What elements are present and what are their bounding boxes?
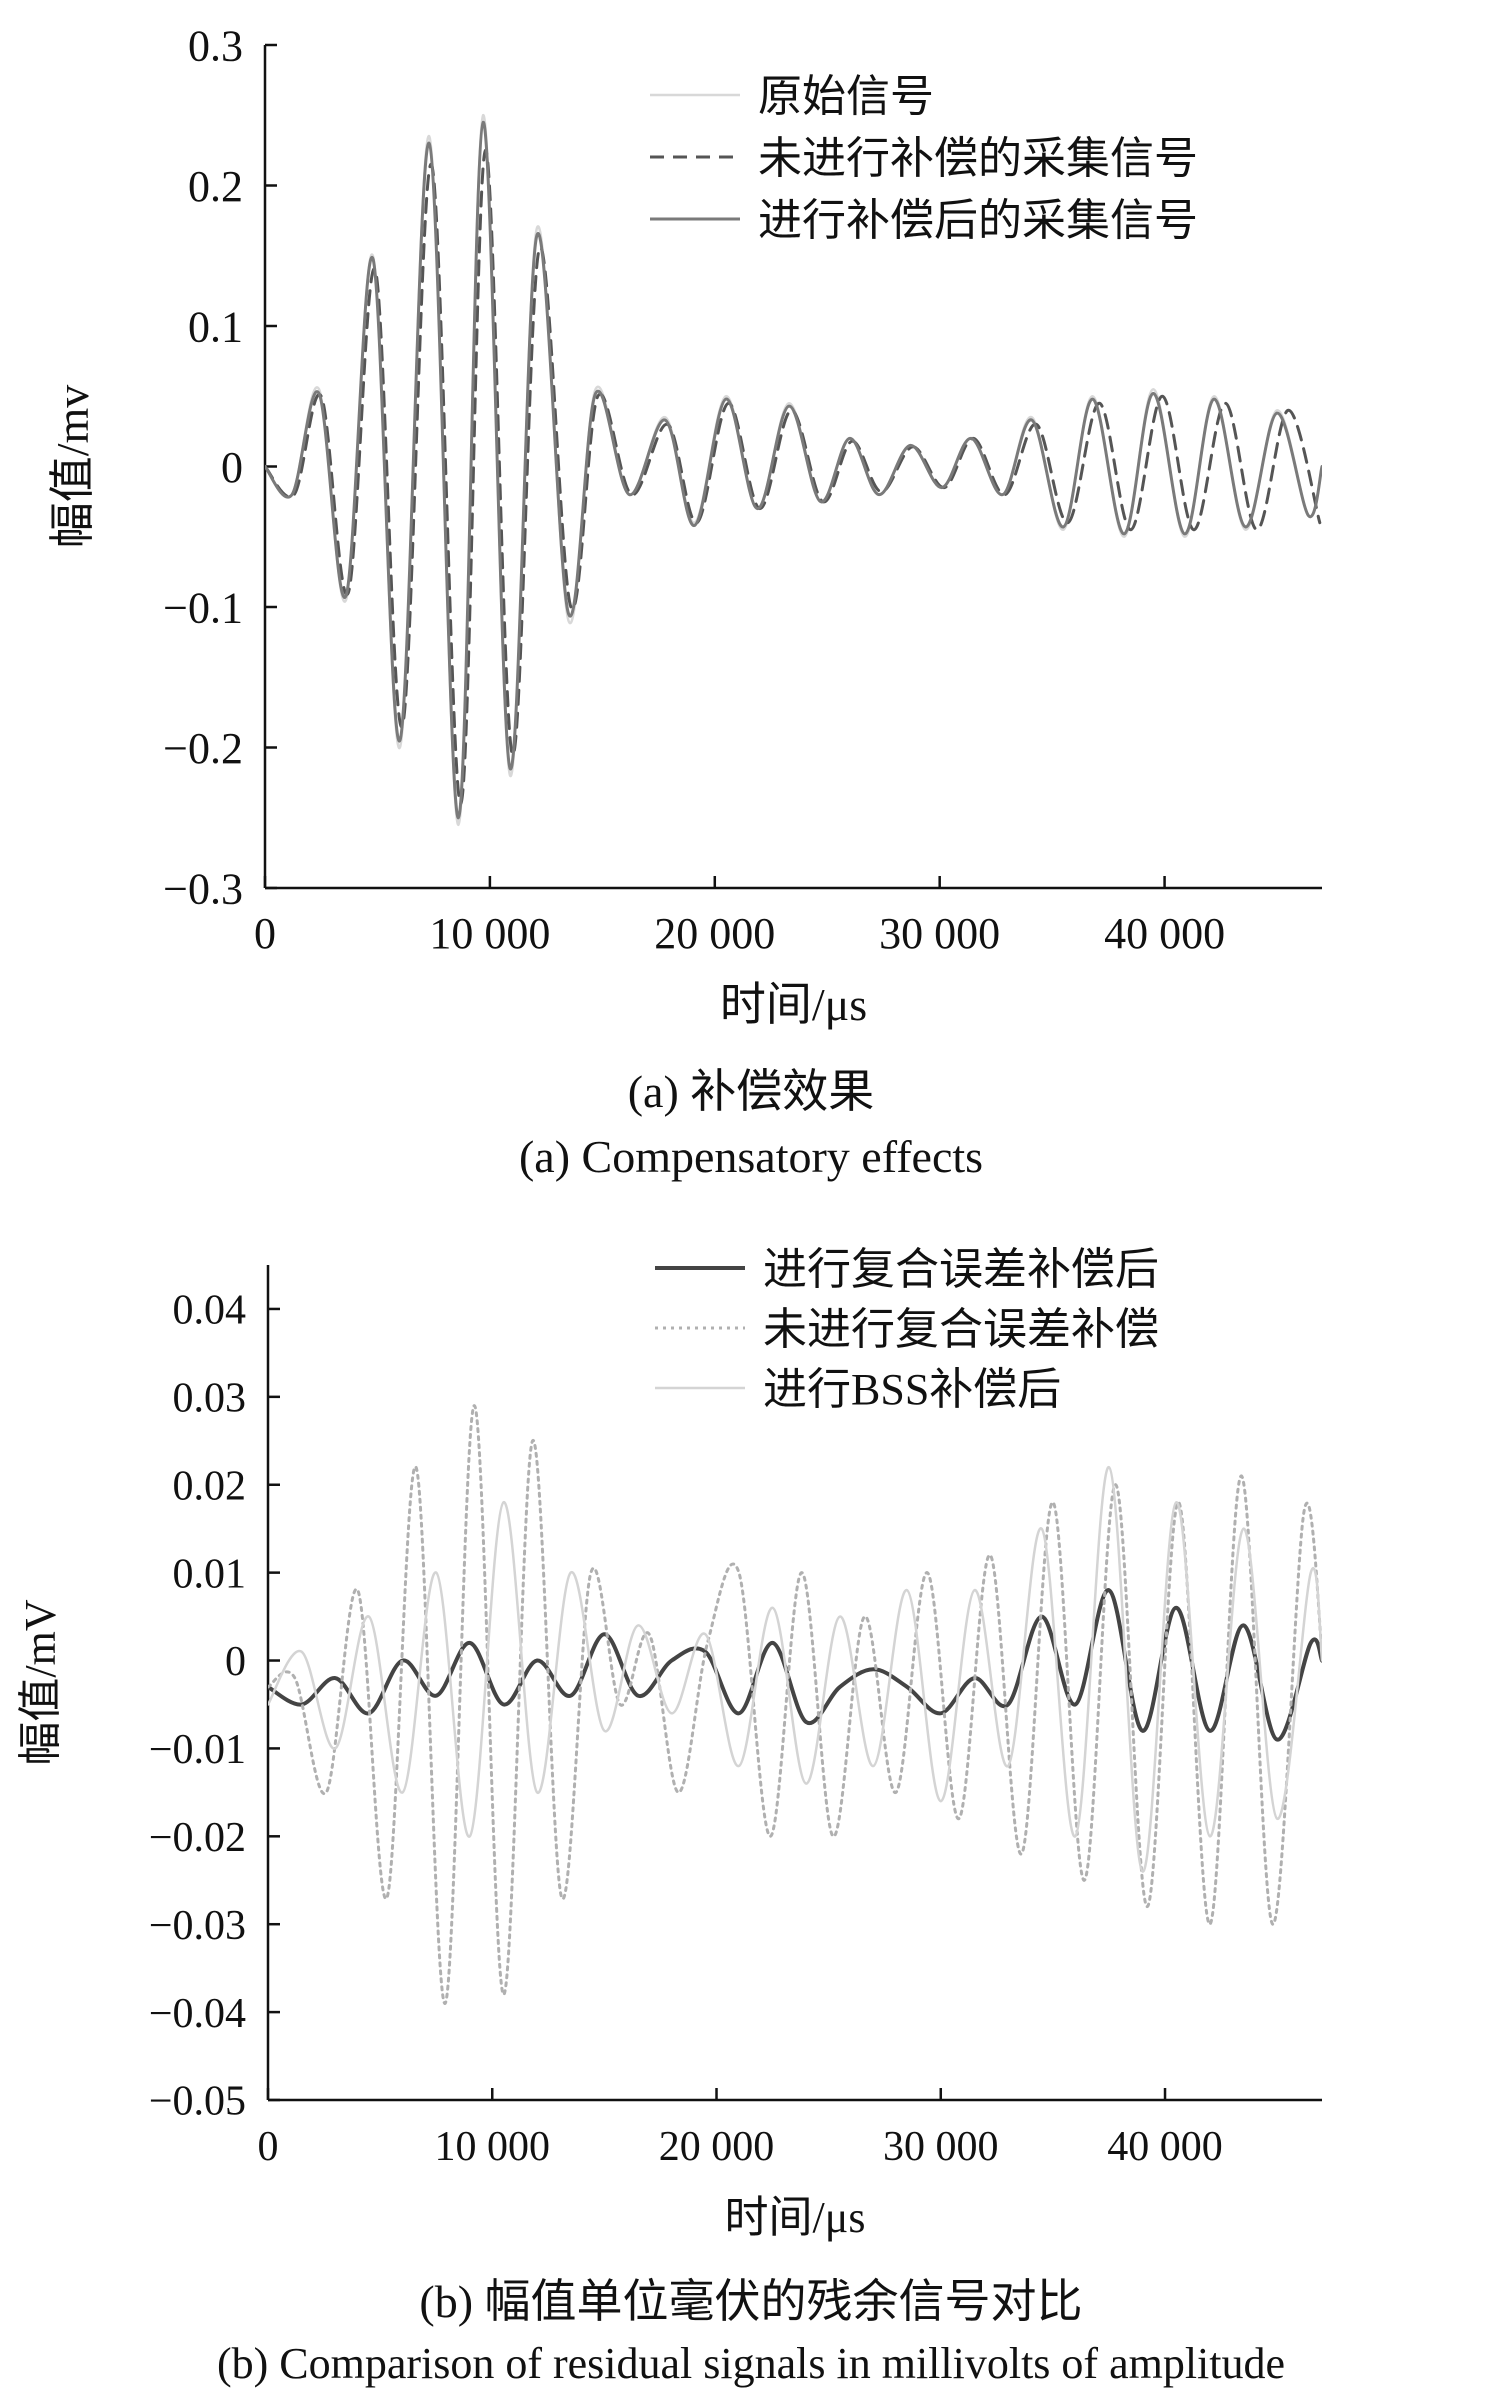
y-tick-label: −0.04 xyxy=(149,1991,246,2037)
x-tick-label: 10 000 xyxy=(435,2124,551,2170)
y-tick-label: −0.03 xyxy=(149,1903,246,1949)
y-axis-label: 幅值/mv xyxy=(47,385,98,549)
y-tick-label: −0.1 xyxy=(163,583,243,632)
y-tick-label: 0.03 xyxy=(173,1376,247,1422)
series-line-1 xyxy=(268,1588,1322,1742)
caption-b-en: (b) Comparison of residual signals in mi… xyxy=(216,2339,1286,2388)
x-tick-label: 10 000 xyxy=(429,909,550,958)
legend-label-3: 进行补偿后的采集信号 xyxy=(758,196,1198,245)
y-tick-label: −0.05 xyxy=(149,2079,246,2125)
x-tick-label: 0 xyxy=(254,909,276,958)
y-tick-label: 0.02 xyxy=(173,1463,247,1509)
y-tick-label: −0.01 xyxy=(149,1727,246,1773)
y-tick-label: 0.1 xyxy=(188,302,243,351)
y-tick-label: 0 xyxy=(221,443,243,492)
y-tick-label: 0.04 xyxy=(173,1288,247,1334)
y-tick-label: −0.02 xyxy=(149,1815,246,1861)
x-tick-label: 20 000 xyxy=(654,909,775,958)
y-tick-label: 0.01 xyxy=(173,1551,247,1597)
chart-a: −0.3 −0.2 −0.1 0 0.1 0.2 0.3 0 10 000 20 000 30 00… xyxy=(47,21,1322,1030)
caption-b-cn: (b) 幅值单位毫伏的残余信号对比 xyxy=(419,2276,1083,2327)
x-axis-label: 时间/μs xyxy=(725,2193,866,2242)
x-tick-label: 30 000 xyxy=(883,2124,999,2170)
caption-a-en: (a) Compensatory effects xyxy=(518,1131,984,1182)
caption-a-cn: (a) 补偿效果 xyxy=(627,1066,875,1117)
series-line-2 xyxy=(268,1404,1322,2005)
legend-label-2: 未进行复合误差补偿 xyxy=(763,1305,1159,1354)
legend-label-2: 未进行补偿的采集信号 xyxy=(758,134,1198,183)
x-tick-label: 40 000 xyxy=(1107,2124,1223,2170)
series-line-3 xyxy=(265,120,1322,820)
y-tick-label: −0.3 xyxy=(163,864,243,913)
x-tick-label: 40 000 xyxy=(1104,909,1225,958)
y-tick-label: 0.3 xyxy=(188,21,243,70)
legend-label-1: 原始信号 xyxy=(758,72,934,121)
y-tick-label: −0.2 xyxy=(163,724,243,773)
y-tick-label: 0 xyxy=(225,1639,246,1685)
x-tick-label: 30 000 xyxy=(879,909,1000,958)
chart-b: −0.05 −0.04 −0.03 −0.02 −0.01 0 0.01 0.02 0.03 0.… xyxy=(16,1245,1322,2242)
x-tick-label: 20 000 xyxy=(659,2124,775,2170)
legend-label-1: 进行复合误差补偿后 xyxy=(763,1245,1159,1294)
x-axis-label: 时间/μs xyxy=(720,979,867,1030)
series-line-2 xyxy=(265,148,1322,806)
series-line-3 xyxy=(268,1465,1322,1873)
legend-label-3: 进行BSS补偿后 xyxy=(763,1365,1061,1414)
x-tick-label: 0 xyxy=(258,2124,279,2170)
y-tick-label: 0.2 xyxy=(188,162,243,211)
y-axis-label: 幅值/mV xyxy=(16,1599,65,1765)
